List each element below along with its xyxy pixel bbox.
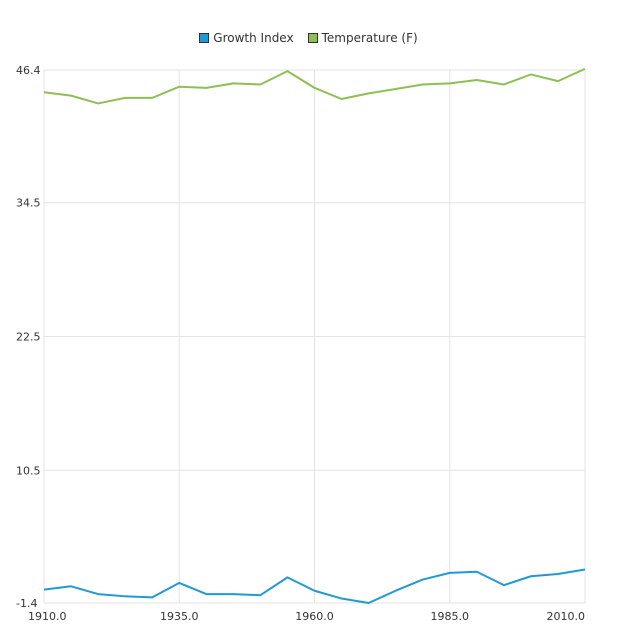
y-tick-label: -1.4 (16, 597, 37, 610)
y-tick-label: 34.5 (16, 197, 41, 210)
legend-label-growth-index: Growth Index (213, 31, 294, 45)
y-tick-label: 22.5 (16, 331, 41, 344)
x-tick-label: 1935.0 (160, 610, 199, 623)
x-tick-label: 2010.0 (547, 610, 586, 623)
legend-label-temperature: Temperature (F) (321, 31, 418, 45)
legend-swatch-growth-index (199, 33, 210, 43)
x-tick-label: 1910.0 (28, 610, 67, 623)
chart-legend: Growth Index Temperature (F) (0, 31, 617, 45)
legend-item-growth-index[interactable]: Growth Index (199, 31, 294, 45)
y-tick-label: 46.4 (16, 64, 41, 77)
legend-item-temperature[interactable]: Temperature (F) (307, 31, 418, 45)
y-tick-label: 10.5 (16, 464, 41, 477)
x-tick-label: 1985.0 (431, 610, 470, 623)
legend-swatch-temperature (307, 33, 318, 43)
x-tick-label: 1960.0 (295, 610, 334, 623)
